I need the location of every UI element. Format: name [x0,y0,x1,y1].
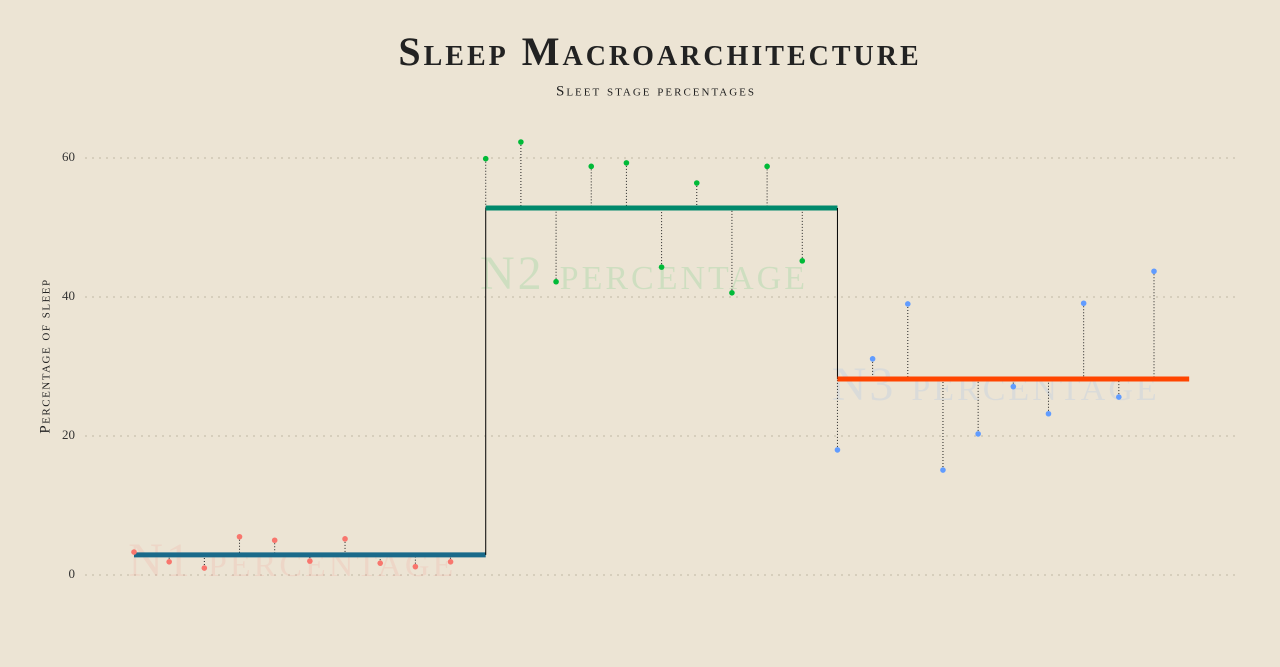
point [201,565,208,571]
watermark: N2 percentage [480,247,808,300]
point [799,258,806,264]
chart-title: Sleep Macroarchitecture [398,29,921,74]
point [729,290,735,296]
point [658,264,665,270]
y-axis-label: Percentage of sleep [37,278,53,433]
point [131,549,137,555]
y-tick-label: 20 [62,427,75,442]
point [447,558,454,565]
point [693,180,700,186]
point [553,278,559,285]
point [940,467,946,473]
point [904,301,911,307]
point [764,163,770,170]
point [1151,268,1157,275]
point [236,533,243,540]
point [1080,300,1087,307]
watermark: N1 percentage [128,534,456,587]
point [834,447,841,453]
point [1010,383,1017,390]
point [166,558,172,565]
point [342,536,348,542]
point [1116,394,1122,400]
point [412,563,419,570]
point [518,139,524,145]
point [377,560,384,566]
point [307,558,313,564]
watermark: N3 percentage [832,358,1160,411]
point [869,356,876,362]
y-tick-label: 40 [62,288,75,303]
point [1045,410,1052,417]
point [588,163,595,170]
y-tick-label: 0 [69,566,76,581]
chart-subtitle: Sleet stage percentages [556,83,756,99]
point [271,537,278,544]
point [975,431,981,437]
point [482,155,489,162]
point [623,160,630,166]
y-tick-label: 60 [62,149,75,164]
